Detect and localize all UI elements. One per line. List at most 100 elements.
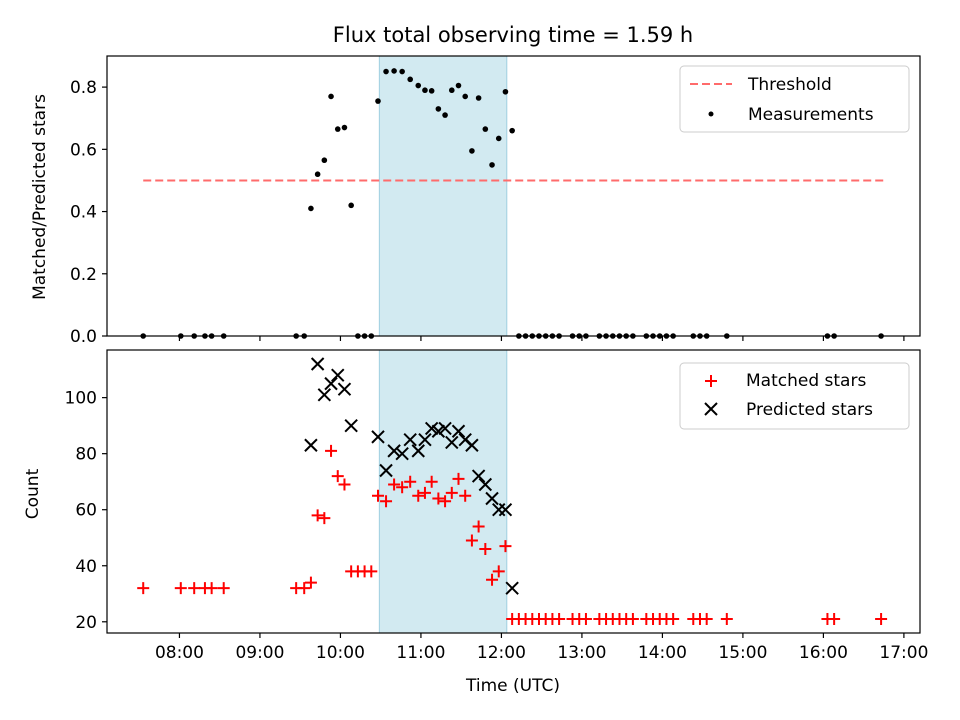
matched-stars-point [338,478,351,491]
matched-stars-point [465,534,478,547]
measurement-point [191,333,198,339]
measurement-point [529,333,536,339]
bottom-y-axis-label: Count [23,468,43,519]
measurement-point [650,333,656,339]
measurement-point [435,106,442,112]
x-axis-label: Time (UTC) [465,676,560,696]
measurement-point [220,333,227,339]
measurements-legend-swatch [708,111,714,117]
top-legend-box [679,65,910,133]
predicted-stars-point [438,421,452,436]
matched-stars-point [304,576,317,589]
top-highlight-span [378,55,508,337]
matched-stars-point [479,542,492,555]
measurement-point [442,112,448,118]
matched-stars-point [388,478,401,491]
measurement-point [469,148,475,154]
predicted-stars-point [431,424,446,438]
threshold-legend-label: Threshold [747,75,832,95]
predicted-stars-point [395,446,409,461]
predicted-stars-point [418,432,432,447]
predicted-stars-point [451,424,466,438]
measurement-point [428,88,435,94]
measurement-point [314,171,321,178]
measurement-point [536,333,542,339]
predicted-stars-point [331,368,345,382]
measurement-point [703,333,710,339]
predicted-stars-point [505,581,519,595]
top-y-tick-label: 0.0 [70,327,97,347]
matched-stars-point [372,489,384,502]
measurement-point [724,333,730,339]
matched-stars-point [486,573,499,586]
measurement-point [383,68,389,75]
matched-stars-point [439,495,452,508]
measurement-point [824,333,831,339]
measurement-point [348,202,354,209]
measurement-point [690,333,697,339]
bottom-legend-box [679,362,910,430]
predicted-stars-point [324,376,338,391]
matched-stars-point [445,486,458,499]
matched-stars-point [396,481,409,494]
measurement-point [415,82,422,89]
measurement-point [522,333,529,339]
matched-stars-point [380,495,393,508]
matched-stars-point [553,612,566,625]
measurement-point [495,135,502,142]
matched-stars-point [311,509,324,522]
measurement-point [293,333,299,339]
measurements-legend-label: Measurements [748,105,874,125]
bottom-plot-area: 20 40 60 80 100 08:00 09:00 10:00 11:00 12:00 13:0… [65,349,928,663]
bottom-y-tick-label: 20 [75,613,97,633]
predicted-stars-point [371,430,385,444]
predicted-stars-point [485,491,499,506]
predicted-stars-point [403,432,417,447]
measurement-point [140,333,147,339]
measurement-point [308,205,314,212]
bottom-x-tick-label: 16:00 [799,643,848,663]
matched-stars-point [626,612,639,625]
measurement-point [208,333,215,339]
predicted-stars-point [344,418,358,433]
predicted-stars-point [424,421,439,436]
bottom-x-tick-label: 10:00 [316,643,365,663]
predicted-stars-point [498,503,513,517]
matched-stars-point [188,582,201,595]
predicted-stars-point [411,444,425,458]
bottom-legend: Matched stars Predicted stars [679,362,910,430]
measurement-point [475,95,482,101]
measurement-point [670,333,676,339]
measurement-point [630,333,636,339]
measurement-point [448,87,455,94]
measurement-point [878,333,884,339]
matched-stars-point [492,565,505,578]
predicted-stars-point [445,435,459,450]
bottom-x-tick-label: 09:00 [235,643,284,663]
top-y-tick-label: 0.6 [70,140,97,160]
bottom-x-tick-label: 11:00 [396,643,445,663]
top-legend: Threshold Measurements [679,65,910,133]
matched-stars-point [325,444,338,457]
measurement-point [462,93,469,100]
predicted-stars-legend-swatch [704,402,718,416]
measurement-point [556,333,562,339]
bottom-axes-frame [106,349,921,634]
matched-stars-point [432,492,445,505]
matched-stars-point [452,472,465,485]
predicted-stars-point [478,477,493,492]
bottom-y-tick-label: 60 [75,501,97,521]
matched-stars-point [499,540,512,553]
matched-stars-point [720,612,733,625]
top-y-tick-label: 0.4 [70,203,97,223]
matched-stars-point [459,489,472,502]
matched-stars-point [137,582,150,595]
measurement-point [516,333,522,339]
matched-stars-point [700,612,713,625]
measurement-point [616,333,623,339]
matched-stars-point [425,475,438,488]
top-y-tick-label: 0.8 [70,78,97,98]
matched-stars-legend-label: Matched stars [746,371,866,391]
measurement-point [542,333,549,339]
